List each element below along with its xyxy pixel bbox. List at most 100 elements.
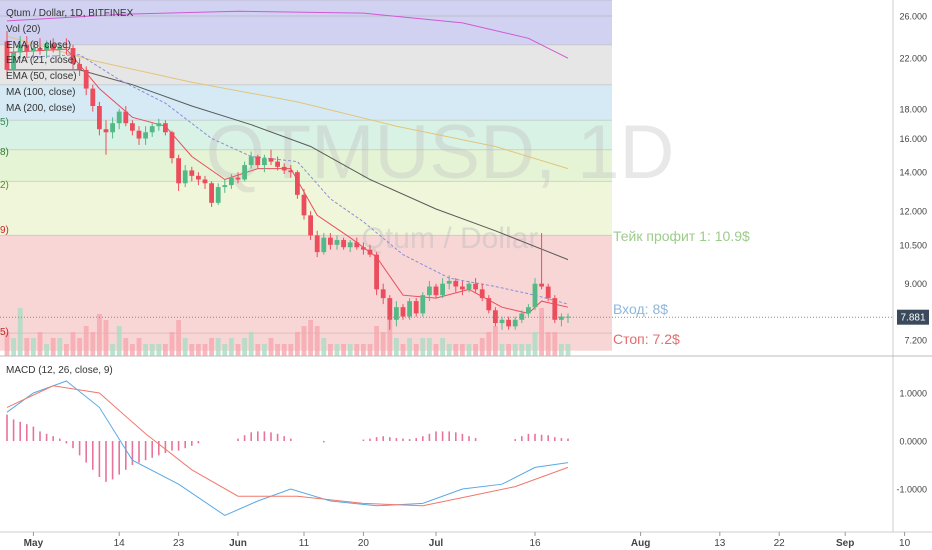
candle-body	[116, 111, 122, 124]
time-tick-label: Aug	[631, 538, 650, 549]
time-tick-label: 11	[299, 538, 310, 549]
candle-body	[394, 307, 399, 320]
volume-bar	[308, 320, 313, 356]
volume-bar	[130, 344, 135, 356]
volume-bar	[64, 344, 69, 356]
candle-body	[90, 88, 96, 107]
candle-body	[83, 69, 89, 89]
candle-body	[473, 283, 478, 290]
candle-body	[50, 43, 56, 50]
candle-body	[176, 158, 181, 184]
candle-body	[321, 237, 327, 253]
candle-body	[493, 310, 498, 324]
candle-body	[433, 286, 439, 296]
candle-body	[479, 289, 485, 299]
volume-bar	[506, 344, 511, 356]
volume-bar	[446, 344, 452, 356]
indicator-ma200: MA (200, close)	[6, 103, 75, 114]
symbol-title: Qtum / Dollar, 1D, BITFINEX	[6, 8, 134, 19]
volume-bar	[169, 332, 175, 356]
price-tick-label: 26.000	[899, 12, 927, 22]
indicator-ema50: EMA (50, close)	[6, 71, 77, 82]
candle-body	[17, 44, 23, 53]
price-axis[interactable]: 26.000 22.000 18.000 16.000 14.000 12.000 10.5…	[896, 12, 927, 495]
volume-bar	[281, 344, 287, 356]
volume-bar	[202, 344, 208, 356]
candle-body	[400, 307, 406, 317]
stop-label: Стоп: 7.2$	[613, 331, 680, 347]
time-tick-label: 13	[714, 538, 726, 549]
candle-body	[123, 111, 129, 124]
macd-title: MACD (12, 26, close, 9)	[6, 365, 113, 376]
fib-label: 5)	[0, 327, 9, 338]
candle-body	[532, 283, 538, 308]
candle-body	[255, 156, 261, 166]
current-price-marker: 7.881	[897, 309, 929, 325]
volume-bar	[314, 326, 320, 356]
candle-body	[466, 283, 472, 290]
volume-bar	[268, 338, 274, 356]
fib-label: 2)	[0, 180, 9, 191]
fib-zone	[0, 44, 612, 85]
volume-bar	[149, 344, 155, 356]
candle-body	[314, 235, 320, 253]
candle-body	[149, 126, 155, 133]
fib-level-labels: 5) 8) 2) 9) 5)	[0, 117, 9, 338]
indicator-ema21: EMA (21, close)	[6, 55, 77, 66]
volume-bar	[526, 344, 531, 356]
price-tick-label: 10.500	[899, 240, 927, 250]
volume-bar	[163, 344, 168, 356]
candle-body	[328, 237, 333, 245]
candle-body	[64, 46, 69, 49]
fib-zone	[0, 16, 612, 45]
volume-bars	[4, 308, 571, 356]
ema50-line	[7, 69, 569, 261]
time-axis[interactable]: May 14 23 Jun 11 20 Jul 16 Aug 13 22 Sep 10	[24, 532, 911, 549]
volume-bar	[301, 326, 307, 356]
candle-body	[4, 41, 10, 70]
fib-zone	[0, 149, 612, 182]
candle-body	[268, 158, 274, 162]
volume-bar	[83, 326, 89, 356]
fib-label: 9)	[0, 225, 9, 236]
volume-bar	[123, 338, 129, 356]
candle-body	[374, 254, 379, 290]
candle-body	[539, 283, 544, 287]
volume-bar	[512, 344, 518, 356]
volume-bar	[11, 338, 16, 356]
volume-bar	[413, 344, 419, 356]
time-tick-label: 20	[358, 538, 370, 549]
macd-tick-label: 1.0000	[899, 389, 927, 399]
volume-bar	[176, 320, 181, 356]
time-tick-label: Sep	[836, 538, 854, 549]
candle-body	[37, 48, 43, 51]
volume-bar	[4, 332, 10, 356]
volume-bar	[420, 338, 426, 356]
candle-body	[209, 183, 214, 203]
volume-bar	[37, 332, 43, 356]
candle-body	[222, 185, 228, 188]
candle-body	[526, 307, 531, 314]
indicator-legend[interactable]: Qtum / Dollar, 1D, BITFINEX Vol (20) EMA…	[6, 8, 134, 114]
time-tick-label: 10	[899, 538, 911, 549]
signal-line	[6, 385, 569, 507]
candle-body	[295, 172, 300, 195]
fib-label: 5)	[0, 117, 9, 128]
candle-body	[334, 240, 340, 245]
volume-bar	[367, 344, 373, 356]
volume-bar	[77, 338, 82, 356]
volume-bar	[242, 338, 247, 356]
candle-body	[163, 123, 168, 133]
volume-bar	[17, 308, 23, 356]
candle-body	[242, 165, 247, 180]
time-tick-label: 22	[774, 538, 786, 549]
volume-bar	[460, 344, 465, 356]
macd-lines	[6, 380, 569, 516]
candle-body	[202, 179, 208, 184]
candle-body	[387, 298, 393, 320]
candle-body	[559, 316, 564, 320]
volume-bar	[328, 344, 333, 356]
candle-body	[453, 280, 459, 287]
volume-bar	[453, 344, 459, 356]
